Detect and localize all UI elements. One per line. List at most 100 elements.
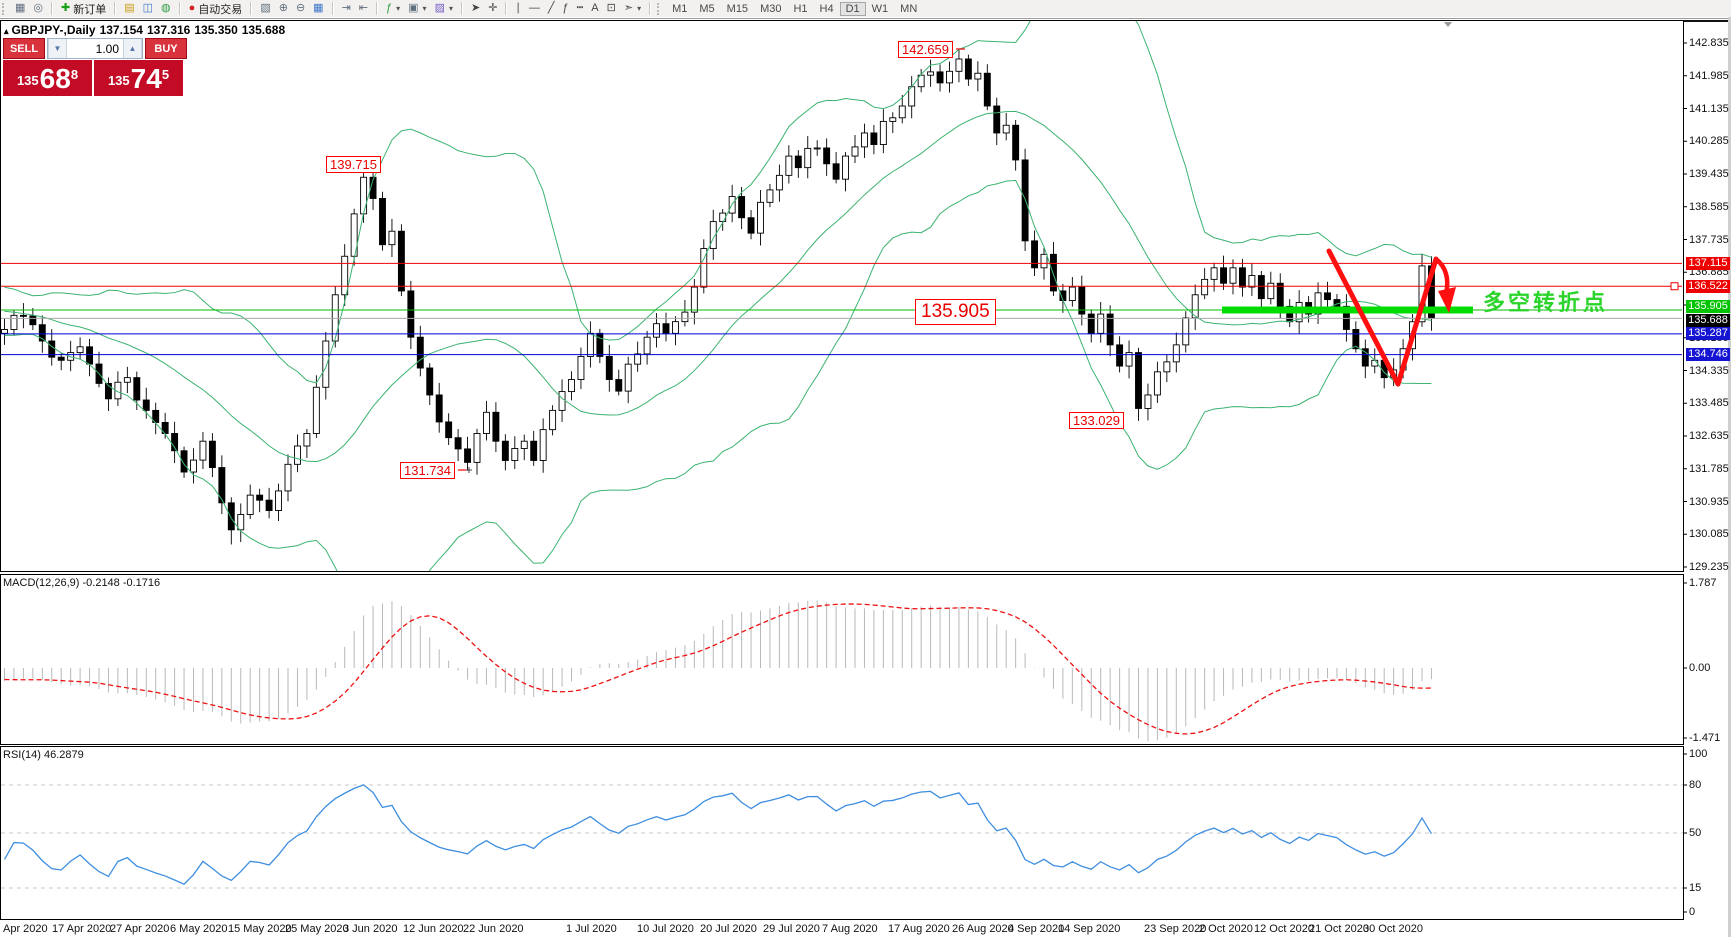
toolbar: ▦ ◎ ✚ 新订单 ▤ ◫ ◍ ● 自动交易 ▧ ⊕ ⊖ ▦ ⇥ ⇤ ƒ ▾ ▣ ▾ ▨ ▾ ➤ ✛ ∣ ― ╱ ƒ ┅ A ⊡ ➣ ▾ M1 M…	[0, 0, 1731, 17]
fibonacci-icon: ƒ	[562, 2, 569, 14]
profiles-icon: ◎	[33, 2, 44, 14]
bollinger-bands	[4, 21, 1432, 571]
axis-tick-marks	[1683, 42, 1687, 913]
timeframe-M15[interactable]: M15	[726, 2, 749, 15]
cursor-icon[interactable]: ➤	[467, 0, 484, 17]
new-chart-icon: ▦	[15, 2, 26, 14]
toolbar-separator	[331, 2, 334, 15]
buy-price-pip: 5	[161, 67, 170, 82]
autotrading-button[interactable]: ● 自动交易	[185, 0, 247, 17]
periods-icon: ▣	[408, 2, 419, 14]
fibo-channel-icon: ┅	[576, 2, 584, 14]
volume-value[interactable]: 1.00	[95, 42, 119, 56]
arrows-icon: ➣	[623, 2, 634, 14]
chevron-down-icon: ▾	[422, 4, 427, 13]
text-label-icon: ⊡	[606, 2, 616, 14]
fibo-channel-icon[interactable]: ┅	[573, 0, 588, 17]
toolbar-grip	[657, 2, 664, 15]
buy-price-main: 74	[130, 63, 162, 94]
text-icon[interactable]: A	[587, 0, 602, 17]
trendline-icon: ╱	[547, 2, 555, 14]
timeframe-MN[interactable]: MN	[900, 2, 918, 15]
red-arrow-annotation[interactable]	[458, 22, 1456, 473]
crosshair-icon[interactable]: ✛	[484, 0, 501, 17]
cursor-icon: ➤	[470, 2, 481, 14]
data-window-icon: ◫	[142, 2, 154, 14]
autotrading-button-label: 自动交易	[198, 3, 243, 16]
volume-increase-button[interactable]: ▲	[123, 39, 142, 58]
text-icon: A	[591, 2, 599, 14]
window-right-edge	[1728, 0, 1731, 937]
sell-price-display[interactable]: 135 68 8	[3, 60, 92, 96]
auto-scroll-icon[interactable]: ⇥	[338, 0, 355, 17]
cascade-windows-icon: ▧	[260, 2, 271, 14]
new-chart-icon[interactable]: ▦	[11, 0, 29, 17]
indicators-icon: ƒ	[386, 2, 393, 14]
chevron-down-icon: ▾	[396, 4, 401, 13]
timeframe-H4[interactable]: H4	[819, 2, 834, 15]
text-label-icon[interactable]: ⊡	[603, 0, 620, 17]
toolbar-separator	[51, 2, 54, 15]
crosshair-icon: ✛	[488, 2, 498, 14]
zoom-out-icon: ⊖	[295, 2, 306, 14]
timeframe-H1[interactable]: H1	[793, 2, 808, 15]
zoom-in-icon[interactable]: ⊕	[275, 0, 292, 17]
sell-price-pip: 8	[70, 67, 79, 82]
profiles-icon[interactable]: ◎	[29, 0, 47, 17]
tile-windows-icon: ▦	[313, 2, 324, 14]
new-order-button-label: 新订单	[73, 3, 107, 16]
timeframe-M1[interactable]: M1	[672, 2, 688, 15]
buy-price-display[interactable]: 135 74 5	[94, 60, 183, 96]
toolbar-separator	[114, 2, 117, 15]
timeframe-M5[interactable]: M5	[699, 2, 715, 15]
chart-shift-icon: ⇤	[358, 2, 368, 14]
sell-price-main: 68	[39, 63, 71, 94]
periods-icon[interactable]: ▣ ▾	[404, 0, 430, 17]
tile-windows-icon[interactable]: ▦	[309, 0, 327, 17]
sell-button[interactable]: SELL	[3, 38, 45, 59]
toolbar-grip	[2, 2, 9, 15]
volume-stepper: ▼ 1.00 ▲	[47, 38, 143, 59]
fibonacci-icon[interactable]: ƒ	[559, 0, 573, 17]
new-order-button: ✚	[61, 2, 71, 14]
templates-icon: ▨	[434, 2, 445, 14]
buy-button[interactable]: BUY	[145, 38, 187, 59]
buy-price-handle: 135	[107, 73, 130, 88]
chart-shift-icon[interactable]: ⇤	[355, 0, 372, 17]
trendline-icon[interactable]: ╱	[544, 0, 559, 17]
autotrading-button: ●	[188, 2, 196, 14]
toolbar-separator	[250, 2, 253, 15]
zoom-out-icon[interactable]: ⊖	[292, 0, 309, 17]
market-watch-icon[interactable]: ▤	[120, 0, 138, 17]
indicators-icon[interactable]: ƒ ▾	[382, 0, 404, 17]
timeframe-M30[interactable]: M30	[760, 2, 782, 15]
toolbar-separator	[505, 2, 508, 15]
cascade-windows-icon[interactable]: ▧	[256, 0, 274, 17]
timeframe-D1[interactable]: D1	[839, 1, 866, 16]
toolbar-separator	[376, 2, 378, 15]
market-watch-icon: ▤	[124, 2, 135, 14]
macd-pane	[0, 574, 1684, 745]
toolbar-separator	[460, 2, 463, 15]
vertical-line-icon: ∣	[515, 2, 521, 14]
timeframe-W1[interactable]: W1	[871, 2, 889, 15]
navigator-icon[interactable]: ◍	[157, 0, 175, 17]
data-window-icon[interactable]: ◫	[139, 0, 157, 17]
vertical-line-icon[interactable]: ∣	[511, 0, 525, 17]
navigator-icon: ◍	[161, 2, 171, 14]
horizontal-line-icon[interactable]: ―	[525, 0, 544, 17]
rsi-plot	[3, 784, 1433, 885]
toolbar-separator	[649, 2, 652, 15]
main-pane	[0, 20, 1684, 572]
toolbar-separator	[178, 2, 181, 15]
chevron-down-icon: ▾	[637, 4, 642, 13]
volume-decrease-button[interactable]: ▼	[48, 39, 67, 58]
templates-icon[interactable]: ▨ ▾	[431, 0, 457, 17]
arrows-icon[interactable]: ➣ ▾	[620, 0, 645, 17]
horizontal-level-lines[interactable]	[1, 262, 1683, 356]
new-order-button[interactable]: ✚ 新订单	[57, 0, 110, 17]
macd-plot	[4, 600, 1432, 742]
sell-price-handle: 135	[16, 73, 39, 88]
